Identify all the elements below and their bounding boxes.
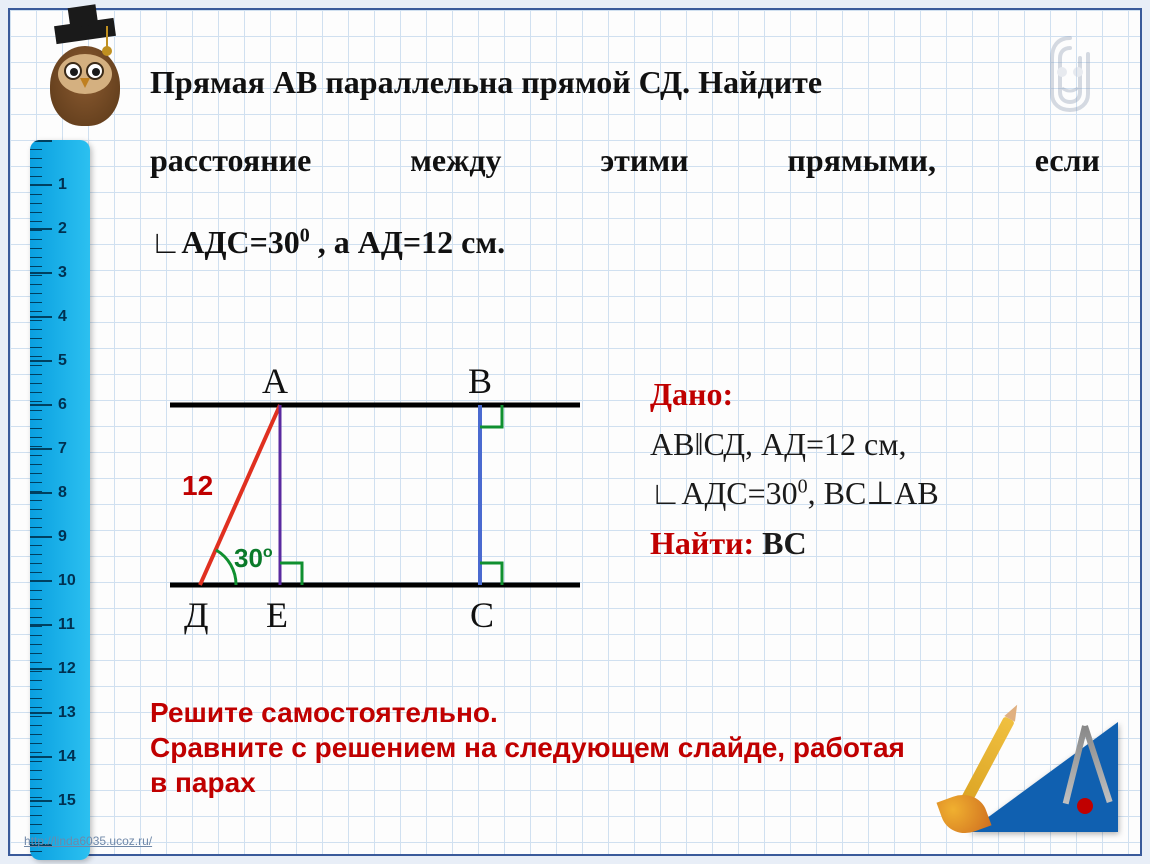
ruler-num: 15	[58, 792, 76, 810]
ruler-decoration: 1 2 3 4 5 6 7 8 9 10 11 12 13 14 15	[30, 140, 90, 860]
angle-arc	[216, 550, 236, 585]
ruler-num: 13	[58, 704, 76, 722]
label-B: В	[468, 361, 492, 401]
ruler-num: 6	[58, 396, 67, 414]
ruler-num: 14	[58, 748, 76, 766]
label-A: А	[262, 361, 288, 401]
angle-ADC: 30о	[234, 543, 273, 573]
given-line1: АВ‖СД, АД=12 см,	[650, 420, 939, 470]
given-block: Дано: АВ‖СД, АД=12 см, ∟АДС=300, ВС⊥АВ Н…	[650, 370, 939, 568]
ruler-num: 1	[58, 176, 67, 194]
instruction-text: Решите самостоятельно. Сравните с решени…	[150, 695, 910, 800]
instruction-line1: Решите самостоятельно.	[150, 695, 910, 730]
right-angle-B	[480, 405, 502, 427]
given-header: Дано:	[650, 370, 939, 420]
label-E: Е	[266, 595, 288, 635]
set-square-icon	[968, 722, 1118, 832]
find-line: Найти: ВС	[650, 519, 939, 569]
geometry-diagram: А В С Д Е 12 30о	[150, 340, 610, 670]
problem-line3: ∟АДС=300 , а АД=12 см.	[150, 224, 505, 260]
problem-line1: Прямая АВ параллельна прямой СД. Найдите	[150, 50, 1100, 114]
ruler-num: 12	[58, 660, 76, 678]
slide-frame: 1 2 3 4 5 6 7 8 9 10 11 12 13 14 15 Прям…	[8, 8, 1142, 856]
ruler-num: 8	[58, 484, 67, 502]
right-angle-E	[280, 563, 302, 585]
problem-statement: Прямая АВ параллельна прямой СД. Найдите…	[150, 50, 1100, 274]
problem-line2: расстояние между этими прямыми, если	[150, 128, 1100, 192]
instruction-line2: Сравните с решением на следующем слайде,…	[150, 730, 910, 800]
tools-decoration	[942, 686, 1122, 836]
ruler-num: 11	[58, 616, 75, 634]
label-C: С	[470, 595, 494, 635]
given-line2: ∟АДС=300, ВС⊥АВ	[650, 469, 939, 519]
ruler-num: 2	[58, 220, 67, 238]
right-angle-C	[480, 563, 502, 585]
ruler-num: 10	[58, 572, 76, 590]
length-AD: 12	[182, 470, 213, 501]
ruler-num: 7	[58, 440, 67, 458]
owl-mascot	[40, 32, 130, 142]
ruler-num: 5	[58, 352, 67, 370]
ruler-num: 3	[58, 264, 67, 282]
ruler-num: 4	[58, 308, 67, 326]
label-D: Д	[184, 595, 209, 635]
footer-url: http://linda6035.ucoz.ru/	[24, 834, 152, 848]
ruler-num: 9	[58, 528, 67, 546]
